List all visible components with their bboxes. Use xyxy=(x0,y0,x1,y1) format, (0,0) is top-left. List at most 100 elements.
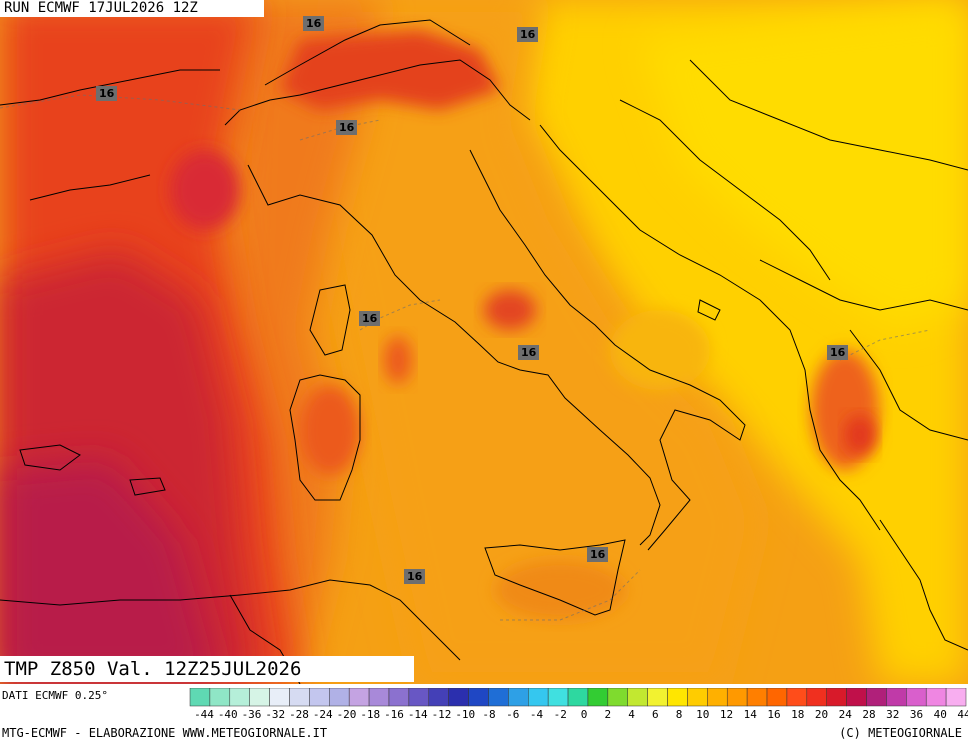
source-note: DATI ECMWF 0.25° xyxy=(2,689,108,702)
isotherm-label: 16 xyxy=(303,16,325,31)
isotherm-label: 16 xyxy=(336,120,358,135)
legend-tick-label: -8 xyxy=(482,708,496,721)
legend-swatch xyxy=(209,688,231,707)
legend-tick-label: 10 xyxy=(696,708,710,721)
legend-tick-label: 18 xyxy=(791,708,805,721)
legend-swatch xyxy=(866,688,887,707)
legend-swatch xyxy=(707,688,728,707)
legend-swatch xyxy=(368,688,390,707)
legend-swatch xyxy=(388,688,410,707)
legend-swatch xyxy=(269,688,290,707)
legend-tick-label: 20 xyxy=(814,708,829,721)
legend-swatch xyxy=(348,688,370,707)
legend-tick-label: -24 xyxy=(312,708,333,721)
credit-right: (C) METEOGIORNALE xyxy=(839,726,962,740)
legend-swatch xyxy=(249,688,270,707)
isotherm-label: 16 xyxy=(587,547,609,562)
legend-swatch xyxy=(925,688,947,707)
legend-tick-label: -18 xyxy=(360,708,381,721)
legend-swatch xyxy=(806,688,827,707)
field-crimson-sw xyxy=(0,460,220,684)
legend-swatch xyxy=(428,688,449,707)
legend-tick-label: 28 xyxy=(862,708,876,721)
legend-tick-label: -20 xyxy=(336,708,357,721)
legend-tick-label: -6 xyxy=(506,708,520,721)
legend-tick-label: 4 xyxy=(628,708,635,721)
legend-swatch xyxy=(508,688,529,707)
field-red-alps xyxy=(280,30,500,110)
isotherm-label: 16 xyxy=(517,27,539,42)
isotherm-label: 16 xyxy=(827,345,849,360)
legend-swatch xyxy=(886,688,907,707)
legend-swatch xyxy=(309,688,330,707)
legend-tick-label: 0 xyxy=(580,708,588,721)
legend-swatch xyxy=(408,688,430,707)
legend-tick-label: -10 xyxy=(455,708,476,721)
variable-title: TMP Z850 Val. 12Z25JUL2026 xyxy=(0,656,414,682)
legend-swatch xyxy=(229,688,250,707)
legend-color-bar xyxy=(189,688,967,707)
isotherm-label: 16 xyxy=(359,311,381,326)
legend-swatch xyxy=(627,688,648,707)
legend-tick-label: 6 xyxy=(651,708,659,721)
legend-tick-label: 24 xyxy=(838,708,852,721)
field-blob-tyrrhenian xyxy=(384,336,412,384)
temperature-field-svg xyxy=(0,0,968,685)
legend-tick-label: 40 xyxy=(933,708,947,721)
legend-tick-label: -36 xyxy=(241,708,262,721)
legend-swatch xyxy=(786,688,808,707)
legend-swatch xyxy=(945,688,967,707)
legend-swatch xyxy=(667,688,688,707)
legend-swatch xyxy=(189,688,211,707)
legend-tick-label: -4 xyxy=(529,708,544,721)
legend-tick-label: -40 xyxy=(217,708,238,721)
field-yellow-inner xyxy=(640,0,968,330)
field-orange-band xyxy=(320,0,760,684)
legend-swatch xyxy=(687,688,708,707)
legend-swatch xyxy=(766,688,788,707)
legend-tick-label: -2 xyxy=(553,708,567,721)
legend-tick-label: 44 xyxy=(957,708,968,721)
legend-swatch xyxy=(528,688,549,707)
legend-swatch xyxy=(329,688,350,707)
field-blob-sicily xyxy=(495,560,625,620)
legend-swatch xyxy=(289,688,310,707)
legend-swatch xyxy=(846,688,867,707)
legend-tick-label: 8 xyxy=(675,708,683,721)
temperature-map: 16 16 16 16 16 16 16 16 16 xyxy=(0,0,968,685)
field-blob-albania-core xyxy=(844,415,876,455)
coastlines xyxy=(0,19,968,685)
isotherm-label: 16 xyxy=(518,345,540,360)
isotherm-label: 16 xyxy=(404,569,426,584)
legend-tick-label: 2 xyxy=(604,708,612,721)
legend-swatch xyxy=(607,688,628,707)
legend-tick-label: 16 xyxy=(767,708,781,721)
legend-swatch xyxy=(448,688,469,707)
legend-swatch xyxy=(746,688,768,707)
color-legend xyxy=(0,684,968,745)
legend-swatch xyxy=(468,688,489,707)
legend-tick-label: -28 xyxy=(289,708,309,721)
field-blob-puglia xyxy=(610,310,710,390)
field-blob-sardinia xyxy=(300,385,360,475)
run-title: RUN ECMWF 17JUL2026 12Z xyxy=(0,0,264,17)
legend-tick-label: 14 xyxy=(743,708,757,721)
legend-tick-label: -44 xyxy=(194,708,214,721)
field-blob-france xyxy=(170,150,240,230)
legend-tick-label: -16 xyxy=(384,708,404,721)
legend-swatch xyxy=(647,688,668,707)
legend-swatch xyxy=(587,688,609,707)
legend-tick-label: 32 xyxy=(886,708,900,721)
legend-tick-label: -12 xyxy=(431,708,452,721)
legend-swatch xyxy=(726,688,748,707)
field-blob-abruzzo xyxy=(484,290,536,330)
legend-swatch xyxy=(547,688,569,707)
legend-ticks: -44 -40 -36 -32 -28 -24 -20 -18 -16 -14 -12 -10 -8 -6… xyxy=(190,708,968,722)
legend-tick-label: 36 xyxy=(909,708,924,721)
isotherm-label: 16 xyxy=(96,86,118,101)
legend-swatch xyxy=(567,688,589,707)
isotherms xyxy=(0,94,931,621)
legend-tick-label: -14 xyxy=(407,708,428,721)
legend-swatch xyxy=(826,688,847,707)
legend-tick-label: 12 xyxy=(719,708,734,721)
